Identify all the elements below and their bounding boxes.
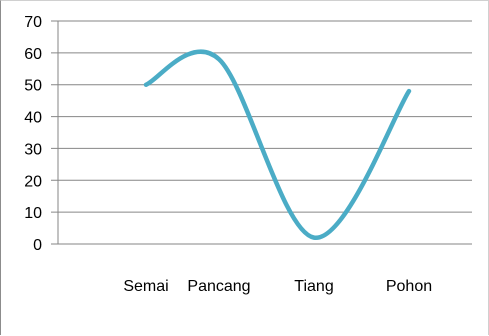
y-axis-tick-labels: 0 10 20 30 40 50 60 70 <box>24 14 42 254</box>
y-tick-label: 50 <box>24 78 42 95</box>
y-tick-label: 20 <box>24 173 42 190</box>
y-tick-label: 60 <box>24 46 42 63</box>
y-tick-label: 30 <box>24 141 42 158</box>
y-tick-label: 40 <box>24 110 42 127</box>
series-line-0 <box>143 49 412 240</box>
y-tick-label: 10 <box>24 205 42 222</box>
x-axis-category-labels: Semai Pancang Tiang Pohon <box>123 278 432 295</box>
x-category-label: Pancang <box>187 278 250 295</box>
x-category-label: Semai <box>123 278 168 295</box>
x-category-label: Pohon <box>386 278 432 295</box>
series-layer <box>143 49 412 240</box>
gridlines <box>51 20 472 245</box>
x-category-label: Tiang <box>294 278 333 295</box>
y-tick-label: 70 <box>24 14 42 31</box>
y-tick-label: 0 <box>33 237 42 254</box>
